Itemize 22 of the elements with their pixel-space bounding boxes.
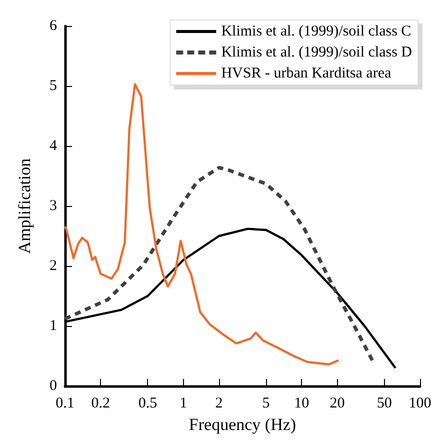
y-tick-label: 6 (50, 18, 58, 34)
x-tick-label: 5 (262, 396, 270, 412)
x-tick-label: 20 (330, 396, 345, 412)
legend-label: Klimis et al. (1999)/soil class C (221, 24, 412, 40)
y-tick-label: 0 (50, 378, 57, 394)
y-tick-label: 1 (50, 318, 57, 334)
y-tick-label: 3 (50, 198, 57, 214)
x-tick-label: 0.1 (56, 396, 74, 412)
x-tick-label: 0.2 (91, 396, 110, 412)
x-tick-label: 10 (294, 396, 310, 412)
x-tick-label: 1 (180, 396, 188, 412)
x-tick-label: 50 (376, 396, 392, 412)
x-tick-label: 100 (408, 396, 432, 412)
x-tick-label: 2 (215, 396, 223, 412)
legend-label: Klimis et al. (1999)/soil class D (221, 44, 412, 60)
y-tick-label: 4 (50, 138, 58, 154)
y-tick-label: 5 (50, 78, 57, 94)
legend-label: HVSR - urban Karditsa area (221, 66, 392, 82)
y-tick-label: 2 (50, 258, 57, 274)
x-axis-title: Frequency (Hz) (188, 415, 296, 434)
y-axis-title: Amplification (15, 158, 34, 254)
x-tick-label: 0.5 (138, 396, 158, 412)
